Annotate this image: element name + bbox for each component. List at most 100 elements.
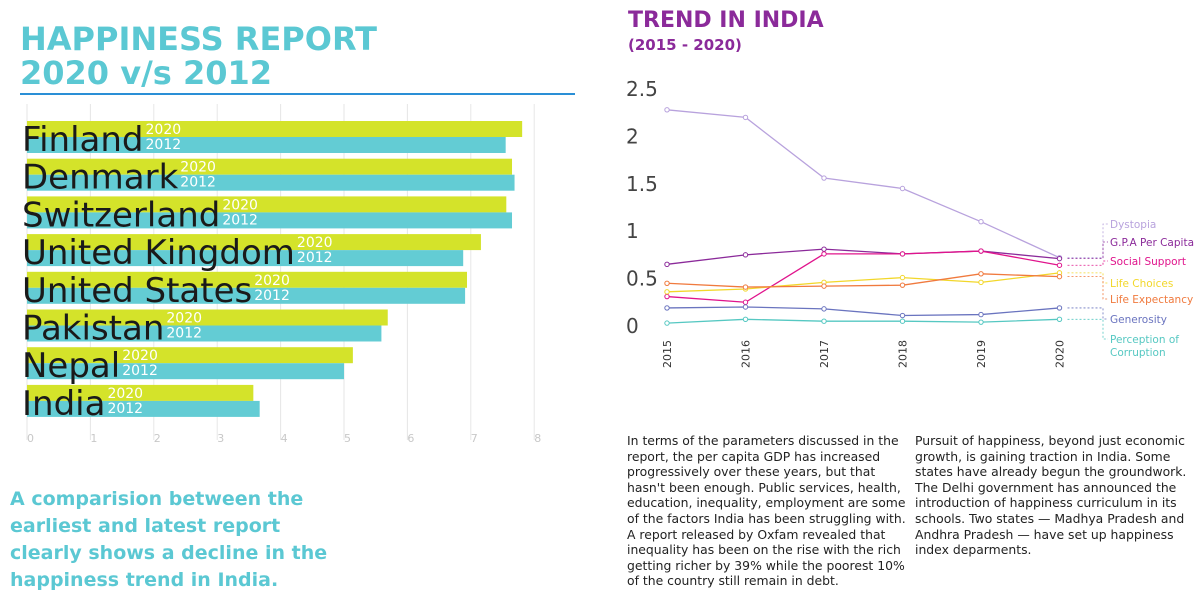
x-tick-label: 7 xyxy=(471,432,478,445)
bar-2020-pakistan xyxy=(27,309,388,326)
x-tick-label: 1 xyxy=(90,432,97,445)
trend-subtitle: (2015 - 2020) xyxy=(628,36,742,54)
point-generosity xyxy=(1056,305,1063,311)
point-social-support xyxy=(742,299,749,305)
paragraph-pursuit-of-happiness: Pursuit of happiness, beyond just econom… xyxy=(915,433,1187,558)
country-label-united-kingdom: United Kingdom xyxy=(22,233,295,273)
bar-2012-denmark xyxy=(27,174,515,191)
x-tick-label: 2019 xyxy=(975,340,988,368)
point-dystopia xyxy=(978,218,984,225)
bar-2012-united-kingdom xyxy=(27,250,464,267)
x-tick-label: 2017 xyxy=(818,340,831,368)
trend-title: TREND IN INDIA xyxy=(628,8,824,33)
point-social-support xyxy=(664,293,670,300)
point-dystopia xyxy=(664,107,670,113)
bar-2020-switzerland xyxy=(27,196,507,213)
country-label-india: India xyxy=(22,384,105,424)
legend-connector xyxy=(1067,241,1108,260)
x-tick-label: 2015 xyxy=(661,340,674,368)
line-perception-of-corruption xyxy=(666,318,1060,324)
legend-connector xyxy=(1067,276,1108,300)
x-tick-label: 2 xyxy=(154,432,161,445)
point-social-support xyxy=(821,251,827,257)
point-perception-of-corruption xyxy=(664,320,670,326)
line-g-p-a-per-capita xyxy=(666,248,1060,265)
legend-connector xyxy=(1067,223,1108,259)
y-tick-label: 0 xyxy=(626,314,639,338)
point-generosity xyxy=(742,304,749,310)
line-life-choices xyxy=(666,272,1060,293)
country-label-nepal: Nepal xyxy=(22,346,120,386)
point-life-expectancy xyxy=(664,280,670,286)
legend-label-perception-of-corruption-line2: Corruption xyxy=(1110,347,1166,359)
bar-2012-switzerland xyxy=(27,212,513,229)
series-label-2012: 2012 xyxy=(297,250,333,266)
point-dystopia xyxy=(899,185,906,192)
series-label-2020: 2020 xyxy=(107,386,143,402)
line-social-support xyxy=(666,250,1060,303)
point-perception-of-corruption xyxy=(1056,316,1063,323)
legend-connector xyxy=(1067,260,1108,266)
point-g-p-a-per-capita xyxy=(664,261,670,268)
legend-label-g-p-a-per-capita: G.P.A Per Capita xyxy=(1110,237,1194,249)
title-line-2: 2020 v/s 2012 xyxy=(20,54,272,92)
y-tick-label: 1.5 xyxy=(626,172,658,196)
line-dystopia xyxy=(666,109,1060,259)
point-g-p-a-per-capita xyxy=(1056,255,1063,262)
series-label-2020: 2020 xyxy=(122,348,158,364)
bar-2020-united-kingdom xyxy=(27,234,481,251)
series-label-2020: 2020 xyxy=(180,160,216,176)
point-life-choices xyxy=(978,279,984,286)
y-tick-label: 2 xyxy=(626,124,639,148)
point-generosity xyxy=(899,312,906,319)
country-label-denmark: Denmark xyxy=(22,158,179,198)
title-line-1: HAPPINESS REPORT xyxy=(20,20,377,58)
legend-connector xyxy=(1067,318,1108,340)
point-perception-of-corruption xyxy=(821,318,827,324)
y-tick-label: 1 xyxy=(626,219,639,243)
point-perception-of-corruption xyxy=(899,318,906,324)
bar-2012-india xyxy=(27,400,260,417)
series-label-2020: 2020 xyxy=(297,235,333,251)
country-label-pakistan: Pakistan xyxy=(22,309,164,349)
point-g-p-a-per-capita xyxy=(821,246,827,252)
comparison-caption: A comparision between the earliest and l… xyxy=(10,488,328,591)
bar-2020-india xyxy=(27,384,254,401)
point-generosity xyxy=(664,305,670,311)
series-label-2012: 2012 xyxy=(107,401,143,417)
series-label-2012: 2012 xyxy=(166,326,202,342)
point-social-support xyxy=(1056,262,1063,268)
x-tick-label: 6 xyxy=(407,432,414,445)
legend-label-life-choices: Life Choices xyxy=(1110,278,1173,290)
happiness-report-title: HAPPINESS REPORT 2020 v/s 2012 xyxy=(20,22,377,90)
bar-2012-united-states xyxy=(27,287,466,304)
bar-chart-container: 0 1 2 3 4 5 6 7 8 Finland 2020 2012 Denmark 2020 2012 S… xyxy=(0,0,600,460)
x-tick-label: 2020 xyxy=(1054,340,1067,368)
bar-2020-denmark xyxy=(27,158,513,175)
y-tick-label: 0.5 xyxy=(626,267,658,291)
india-trend-line-chart: 0 0.5 1 1.5 2 2.5 2015 2016 2017 2018 2019 2020 Dyst… xyxy=(626,77,1194,368)
series-label-2012: 2012 xyxy=(254,288,290,304)
x-tick-label: 8 xyxy=(534,432,541,445)
x-tick-label: 2016 xyxy=(740,340,753,368)
series-label-2020: 2020 xyxy=(166,311,202,327)
legend-connector xyxy=(1067,307,1108,320)
title-divider xyxy=(20,93,575,95)
x-tick-label: 5 xyxy=(344,432,351,445)
bar-2012-finland xyxy=(27,137,506,153)
series-label-2012: 2012 xyxy=(122,363,158,379)
bar-2020-finland xyxy=(27,121,523,137)
point-generosity xyxy=(978,311,984,318)
point-dystopia xyxy=(742,114,749,121)
legend-label-generosity: Generosity xyxy=(1110,314,1167,326)
country-label-switzerland: Switzerland xyxy=(22,195,220,235)
series-label-2020: 2020 xyxy=(254,273,290,289)
y-tick-label: 2.5 xyxy=(626,77,658,101)
series-label-2012: 2012 xyxy=(222,212,258,228)
point-life-expectancy xyxy=(899,282,906,288)
bar-2012-nepal xyxy=(27,363,344,380)
point-social-support xyxy=(978,248,984,254)
series-label-2020: 2020 xyxy=(146,122,182,138)
point-social-support xyxy=(899,251,906,257)
